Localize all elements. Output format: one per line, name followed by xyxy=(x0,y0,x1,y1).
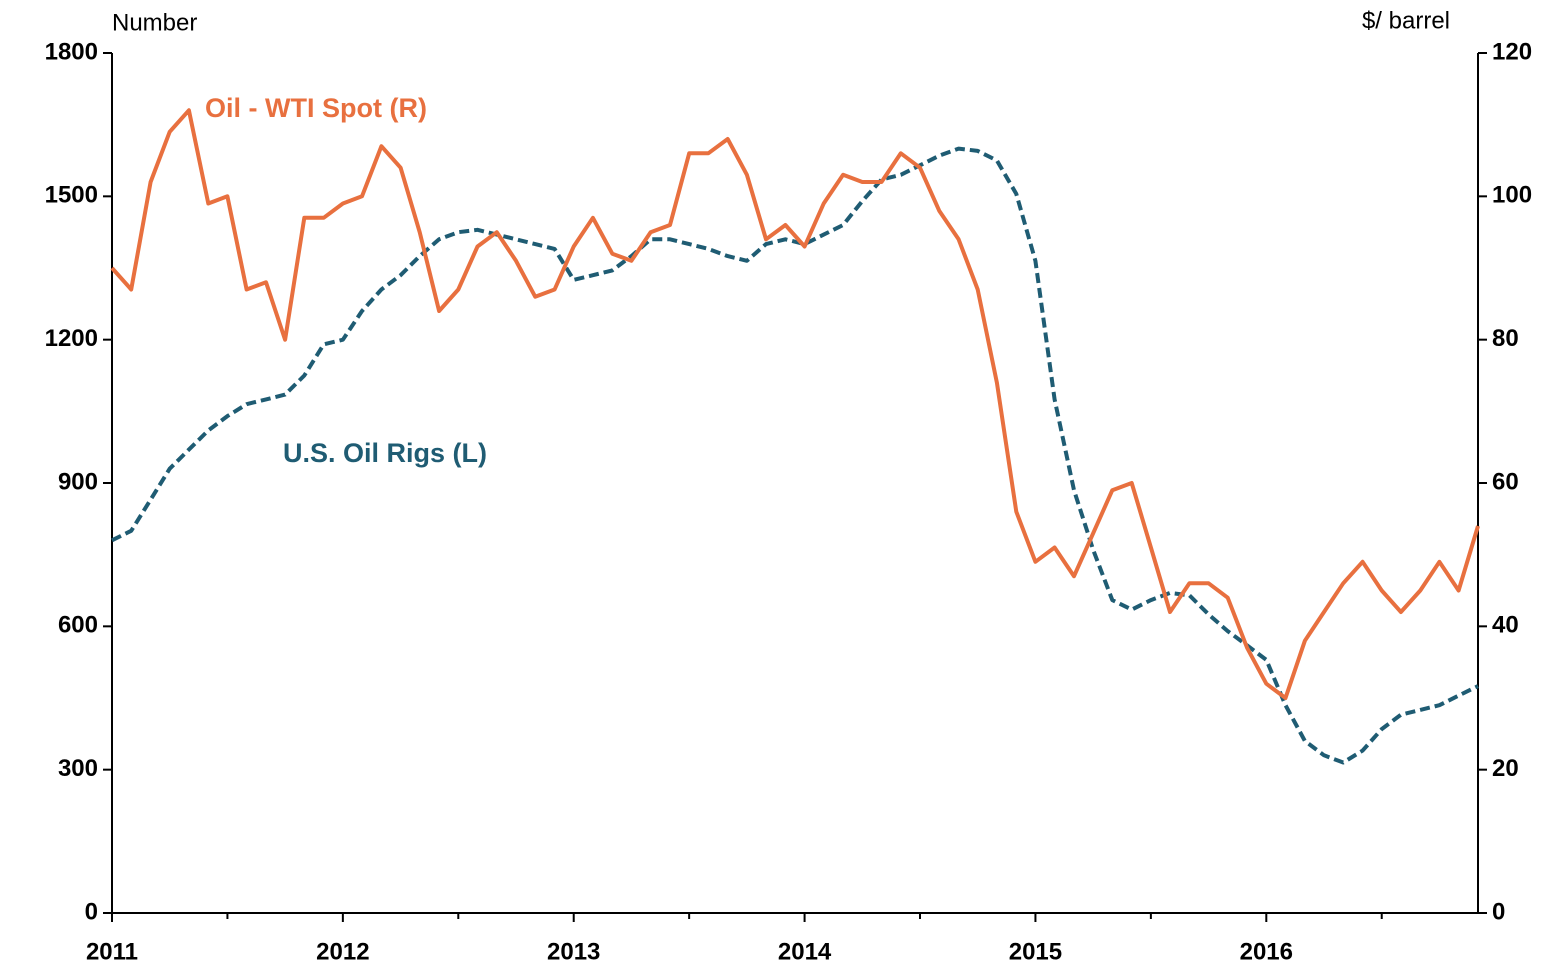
x-tick-label: 2016 xyxy=(1240,938,1293,965)
y-tick-label: 600 xyxy=(58,612,98,639)
series-annotation: U.S. Oil Rigs (L) xyxy=(283,438,487,468)
y-tick-label: 1800 xyxy=(45,38,98,65)
y2-tick-label: 100 xyxy=(1492,182,1532,209)
x-tick-label: 2014 xyxy=(778,938,832,965)
y-tick-label: 1200 xyxy=(45,325,98,352)
y2-tick-label: 80 xyxy=(1492,325,1519,352)
x-tick-label: 2013 xyxy=(547,938,600,965)
y-tick-label: 0 xyxy=(85,898,98,925)
x-tick-label: 2011 xyxy=(86,938,138,965)
series-annotation: Oil - WTI Spot (R) xyxy=(205,93,427,123)
y2-tick-label: 120 xyxy=(1492,38,1532,65)
y-tick-label: 1500 xyxy=(45,182,98,209)
y-axis-label: Number xyxy=(112,9,197,36)
y2-tick-label: 40 xyxy=(1492,612,1519,639)
series-line xyxy=(110,108,1480,700)
y2-tick-label: 60 xyxy=(1492,468,1519,495)
y-tick-label: 900 xyxy=(58,468,98,495)
y2-tick-label: 20 xyxy=(1492,755,1519,782)
series-line xyxy=(111,146,1479,765)
y2-axis-label: $/ barrel xyxy=(1362,7,1450,34)
y2-tick-label: 0 xyxy=(1492,898,1505,925)
x-tick-label: 2015 xyxy=(1009,938,1062,965)
x-tick-label: 2012 xyxy=(316,938,369,965)
y-tick-label: 300 xyxy=(58,755,98,782)
